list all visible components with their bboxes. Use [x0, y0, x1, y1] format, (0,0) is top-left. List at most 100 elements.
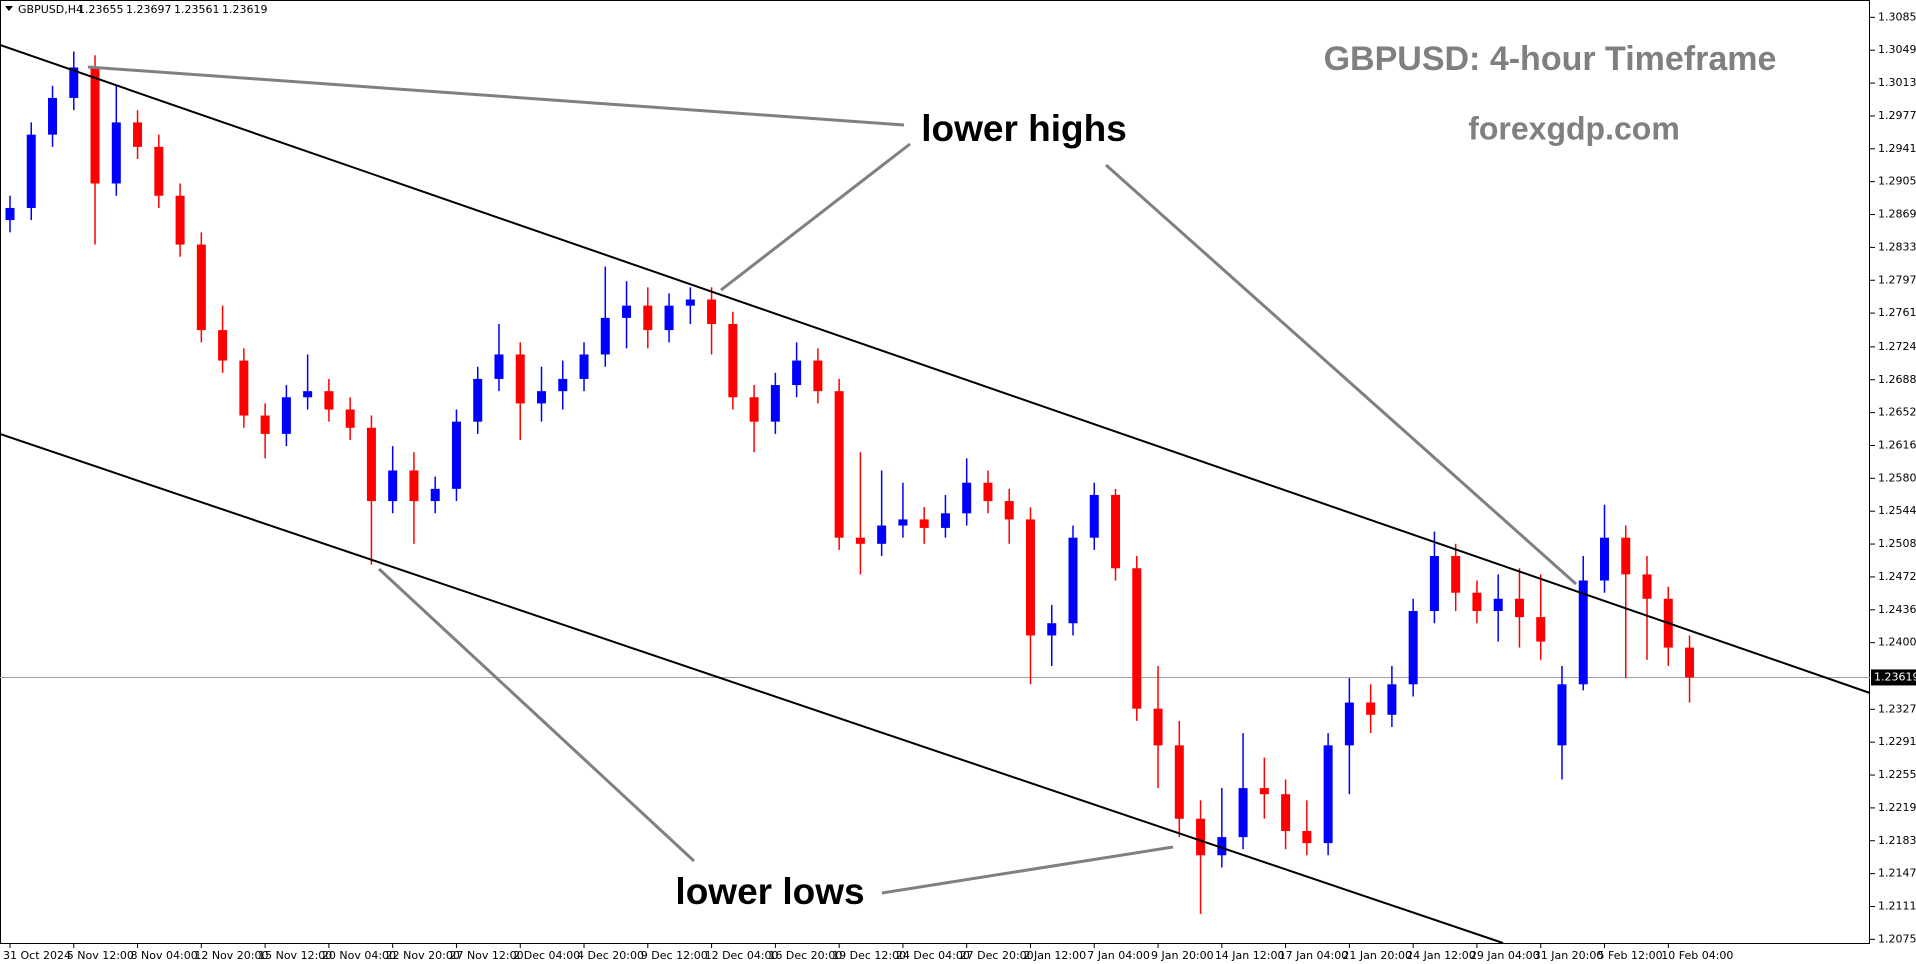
candle-body [430, 488, 440, 502]
y-tick-label: 1.28330 [1878, 240, 1916, 253]
candle-body [239, 360, 249, 416]
y-tick-label: 1.20750 [1878, 932, 1916, 945]
candle-body [1068, 537, 1078, 624]
y-tick-label: 1.21470 [1878, 867, 1916, 880]
x-tick-label: 8 Nov 04:00 [131, 949, 198, 962]
x-tick-label: 27 Dec 20:00 [960, 949, 1034, 962]
candle-body [1472, 592, 1482, 611]
upper-channel-line [0, 44, 1871, 694]
candle-body [69, 67, 79, 98]
candle-body [1344, 702, 1354, 746]
y-tick-label: 1.22910 [1878, 735, 1916, 748]
candle-body [558, 378, 568, 392]
candle-body [1621, 537, 1631, 575]
x-tick-label: 24 Jan 12:00 [1406, 949, 1476, 962]
candle-body [1387, 684, 1397, 715]
candle-body [749, 397, 759, 422]
y-tick-label: 1.27240 [1878, 340, 1916, 353]
x-tick-label: 2 Jan 12:00 [1023, 949, 1086, 962]
y-tick-label: 1.30490 [1878, 43, 1916, 56]
candle-body [685, 299, 695, 306]
pointer-line [1105, 163, 1577, 586]
candle-body [196, 244, 206, 331]
candle-body [515, 354, 525, 404]
plot-frame [0, 0, 1870, 944]
candle-body [834, 391, 844, 538]
x-tick-label: 10 Feb 04:00 [1661, 949, 1733, 962]
x-tick-label: 31 Jan 20:00 [1534, 949, 1604, 962]
candle-body [1536, 617, 1546, 642]
candle-body [664, 305, 674, 331]
x-tick-label: 21 Jan 20:00 [1342, 949, 1412, 962]
y-tick-label: 1.24720 [1878, 570, 1916, 583]
ohlc-value: 1.23561 [174, 3, 220, 16]
candle-body [48, 97, 58, 135]
candle-body [1557, 684, 1567, 746]
candle-body [940, 513, 950, 528]
x-tick-label: 29 Jan 04:00 [1470, 949, 1540, 962]
candle-body [473, 378, 483, 422]
candle-body [1429, 556, 1439, 611]
ohlc-value: 1.23619 [222, 3, 268, 16]
candle-body [1111, 494, 1121, 569]
candle-body [1323, 745, 1333, 844]
candle-body [919, 519, 929, 528]
y-tick-label: 1.22190 [1878, 801, 1916, 814]
candle-body [1153, 708, 1163, 746]
candle-body [175, 195, 185, 245]
x-tick-label: 17 Jan 04:00 [1279, 949, 1349, 962]
x-tick-label: 15 Nov 12:00 [258, 949, 332, 962]
pointer-line [881, 845, 1174, 895]
menu-arrow[interactable] [5, 6, 13, 11]
x-tick-label: 19 Dec 12:00 [832, 949, 906, 962]
candle-body [111, 122, 121, 184]
candle-body [1578, 580, 1588, 685]
x-tick-label: 12 Dec 04:00 [705, 949, 779, 962]
candle-body [409, 470, 419, 502]
pointers [87, 65, 1577, 895]
ohlc-value: 1.23655 [78, 3, 124, 16]
candle-body [1600, 537, 1609, 581]
y-tick-label: 1.29770 [1878, 109, 1916, 122]
candle-body [877, 525, 887, 544]
pointer-line [377, 567, 696, 863]
x-tick-label: 24 Dec 04:00 [896, 949, 970, 962]
candle-body [1259, 788, 1269, 795]
y-tick-label: 1.21830 [1878, 834, 1916, 847]
y-tick-label: 1.26160 [1878, 438, 1916, 451]
x-tick-label: 2 Dec 04:00 [513, 949, 580, 962]
x-tick-label: 14 Jan 12:00 [1215, 949, 1285, 962]
x-tick-label: 22 Nov 20:00 [386, 949, 460, 962]
candle-body [5, 207, 15, 221]
y-tick-label: 1.25440 [1878, 504, 1916, 517]
candle-body [1004, 501, 1014, 520]
candle-body [1302, 830, 1312, 844]
y-tick-label: 1.26520 [1878, 406, 1916, 419]
candle-body [1514, 598, 1524, 618]
candle-body [537, 391, 546, 404]
candle-body [26, 134, 36, 208]
x-tick-label: 27 Nov 12:00 [449, 949, 523, 962]
candle-body [1281, 794, 1291, 831]
y-tick-label: 1.26880 [1878, 373, 1916, 386]
candle-body [1408, 610, 1418, 685]
current-price-box [1871, 669, 1916, 686]
chart-title: GBPUSD: 4-hour Timeframe [1324, 40, 1777, 78]
candle-body [303, 391, 313, 398]
candle-body [1238, 788, 1248, 838]
y-tick-label: 1.25080 [1878, 537, 1916, 550]
annotation: lower highs [921, 108, 1127, 149]
candle-body [643, 305, 653, 331]
candle-body [1047, 623, 1057, 636]
candle-body [388, 470, 398, 502]
candle-body [1132, 568, 1142, 709]
y-tick-label: 1.24000 [1878, 636, 1916, 649]
candle-body [600, 317, 610, 355]
x-tick-label: 9 Dec 12:00 [641, 949, 708, 962]
candle-body [1685, 647, 1695, 678]
lower-channel-line [0, 433, 1504, 944]
candle-body [1493, 598, 1503, 611]
x-tick-label: 5 Feb 12:00 [1598, 949, 1663, 962]
candle-body [1217, 837, 1227, 856]
